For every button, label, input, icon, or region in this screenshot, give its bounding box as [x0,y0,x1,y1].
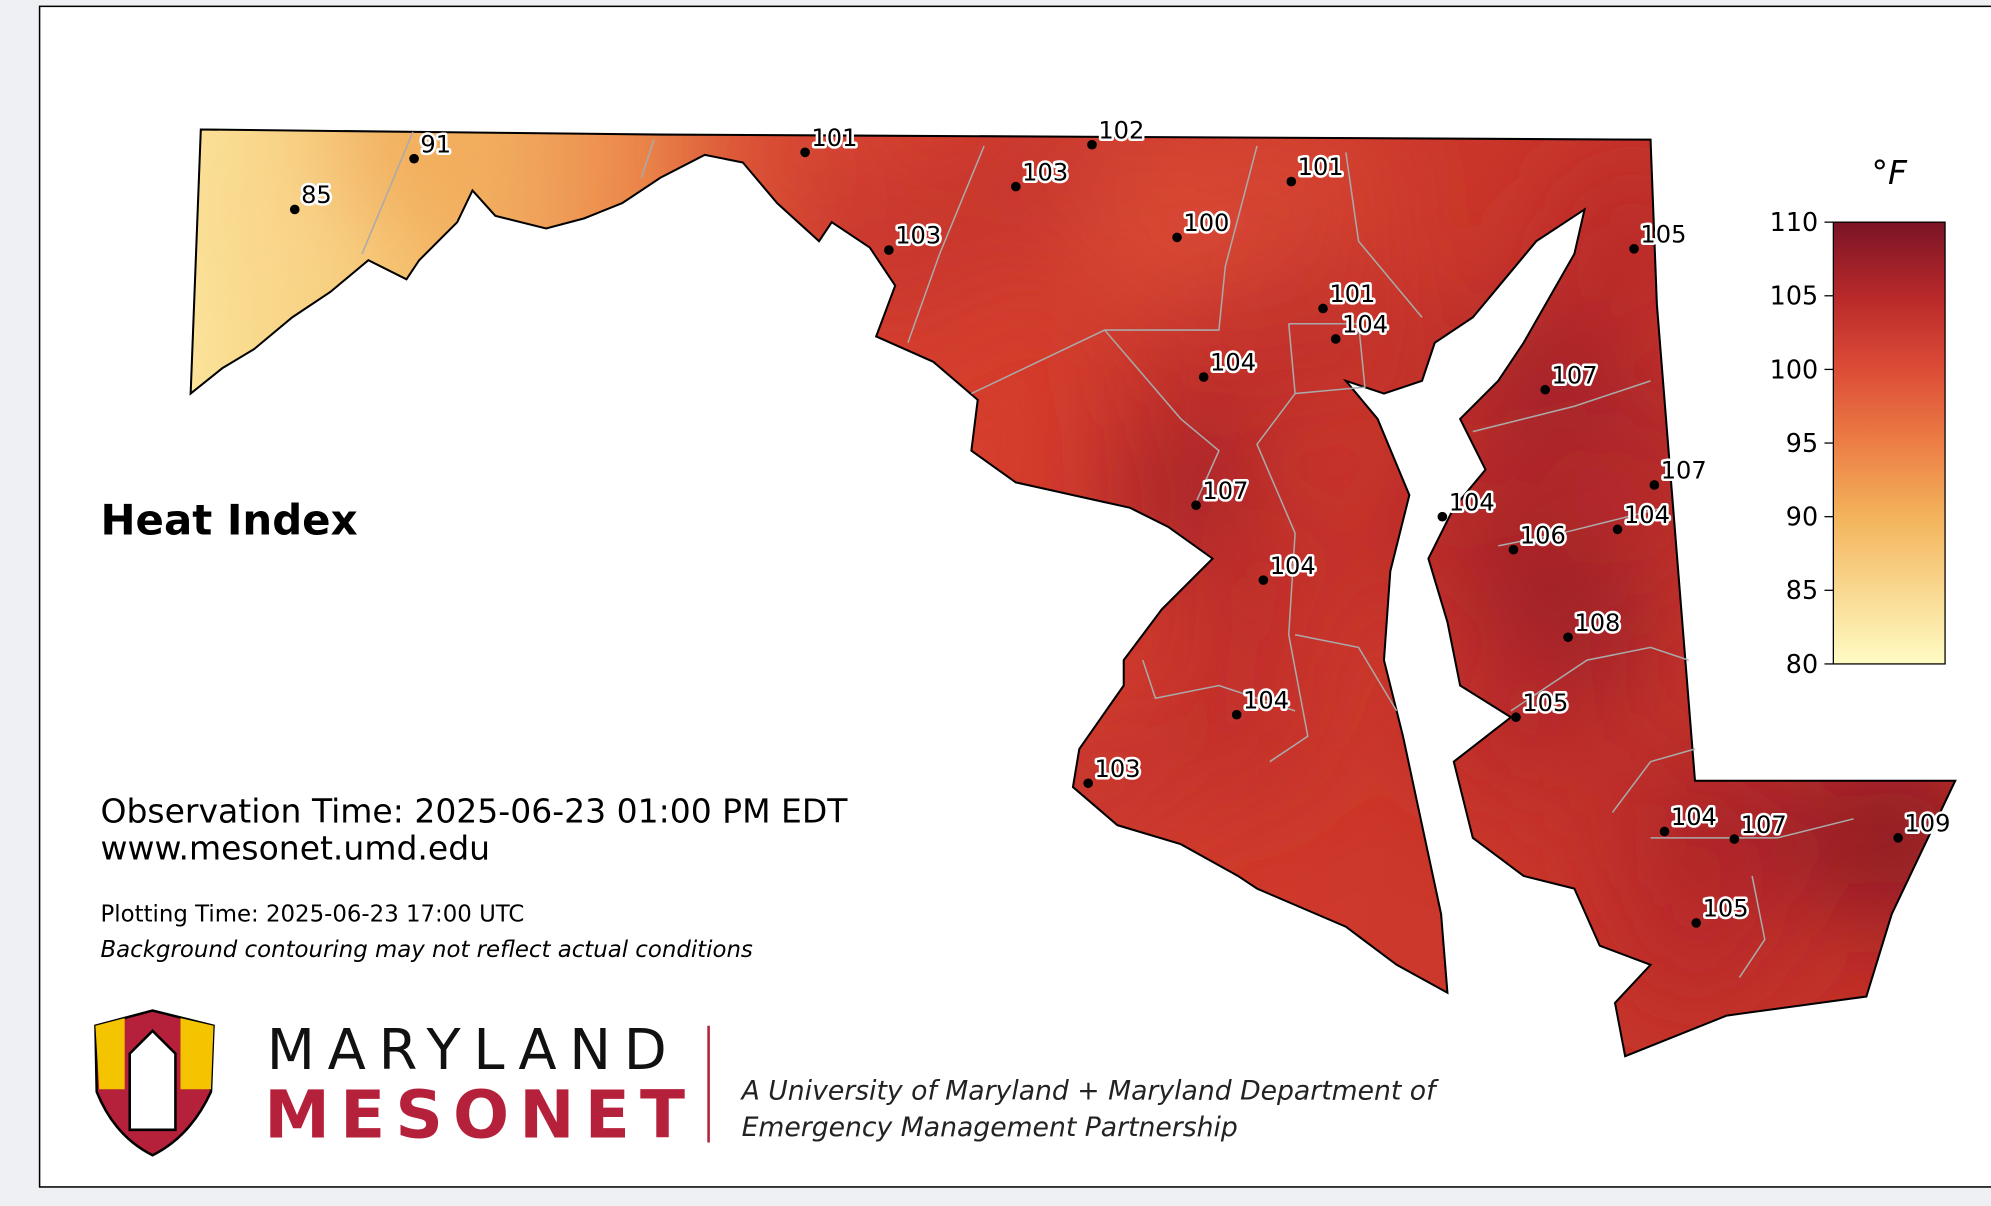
station-dot [884,245,894,255]
station-label: 107 [1661,457,1707,485]
state-outline [189,128,1957,1058]
station-dot [1083,778,1093,789]
station-dot [1691,918,1702,928]
colorbar-tick-label: 90 [1786,502,1818,532]
station-label: 107 [1741,811,1787,839]
station-label: 104 [1342,311,1388,339]
station-dot [1198,372,1209,382]
county-line [361,131,414,255]
county-line [1650,818,1854,839]
logo-tower [128,1029,177,1132]
station-dot [1330,334,1341,344]
station-dot [1511,712,1521,723]
station-dot [1649,480,1660,490]
colorbar-tick-label: 100 [1770,354,1818,384]
stations: 85 91 101 102 103 103 100 101 101 104 104 105 107 107… [289,114,1953,928]
county-line [1287,322,1366,395]
station-dot [800,147,810,158]
station-label: 105 [1522,689,1568,717]
station-label: 104 [1624,501,1670,529]
colorbar-label: °F [1871,153,1908,192]
station-label: 105 [1640,220,1686,248]
colorbar: °F 80 85 90 95 100 105 110 [1770,153,1946,679]
county-line [1294,633,1398,712]
station-label: 102 [1098,116,1144,144]
website: www.mesonet.umd.edu [101,828,491,867]
station-label: 106 [1520,521,1566,549]
station-label: 101 [811,124,857,152]
station-label: 104 [1270,552,1316,580]
station-dot [1010,181,1021,192]
logo-line1: MARYLAND [267,1018,680,1083]
colorbar-tick-label: 80 [1786,649,1818,679]
station-dot [1087,139,1097,150]
station-dot [1508,544,1519,555]
station-label: 103 [1095,755,1141,783]
logo-tagline1: A University of Maryland + Maryland Depa… [740,1075,1440,1106]
station-dot [1540,384,1551,395]
station-label: 107 [1552,361,1598,389]
station-dot [1893,833,1903,843]
county-line [1104,329,1220,509]
county-line [907,145,985,344]
station-label: 105 [1703,895,1749,923]
colorbar-tick-label: 110 [1770,207,1818,237]
county-line [1510,646,1689,712]
county-line [971,145,1258,395]
station-dot [289,204,300,215]
logo: MARYLAND MESONET A University of Marylan… [94,1009,1440,1157]
station-label: 103 [895,222,941,250]
station-dot [1318,303,1328,314]
plotting-time: Plotting Time: 2025-06-23 17:00 UTC [101,902,525,928]
county-line [1256,393,1309,763]
observation-time: Observation Time: 2025-06-23 01:00 PM ED… [101,792,849,831]
station-dot [1659,826,1670,837]
station-dot [409,153,419,164]
logo-line2: MESONET [264,1076,695,1153]
station-label: 104 [1449,488,1495,516]
station-label: 101 [1329,280,1375,308]
county-line [640,139,655,178]
station-label: 104 [1210,349,1256,377]
county-line [1498,507,1664,547]
station-dot [1258,575,1269,585]
station-label: 103 [1022,158,1068,186]
station-label: 104 [1671,803,1717,831]
station-label: 101 [1298,153,1344,181]
station-dot [1191,500,1201,511]
county-lines [361,131,1854,978]
county-line [1611,748,1696,813]
station-dot [1612,524,1623,535]
station-label: 109 [1904,810,1950,838]
station-dot [1286,176,1297,187]
colorbar-tick-label: 105 [1770,281,1818,311]
county-line [1142,659,1296,712]
colorbar-tick-label: 85 [1786,575,1818,605]
disclaimer: Background contouring may not reflect ac… [101,937,753,963]
county-line [1472,380,1651,433]
county-line [1738,875,1766,978]
station-dot [1437,511,1448,522]
station-label: 104 [1243,686,1289,714]
logo-shield-quarter [95,1018,125,1090]
station-dot [1231,709,1242,720]
colorbar-tick-label: 95 [1786,428,1818,458]
colorbar-ramp [1832,221,1946,665]
county-line [1345,152,1423,318]
logo-shield-quarter [180,1018,214,1090]
station-dot [1629,243,1639,254]
station-label: 107 [1202,477,1248,505]
station-dot [1172,232,1182,243]
logo-tagline2: Emergency Management Partnership [742,1112,1238,1143]
station-label: 108 [1574,609,1620,637]
station-label: 85 [301,181,332,209]
station-label: 100 [1183,209,1229,237]
map-title: Heat Index [101,495,358,544]
station-dot [1729,834,1740,844]
station-dot [1563,632,1573,643]
station-label: 91 [420,130,451,158]
